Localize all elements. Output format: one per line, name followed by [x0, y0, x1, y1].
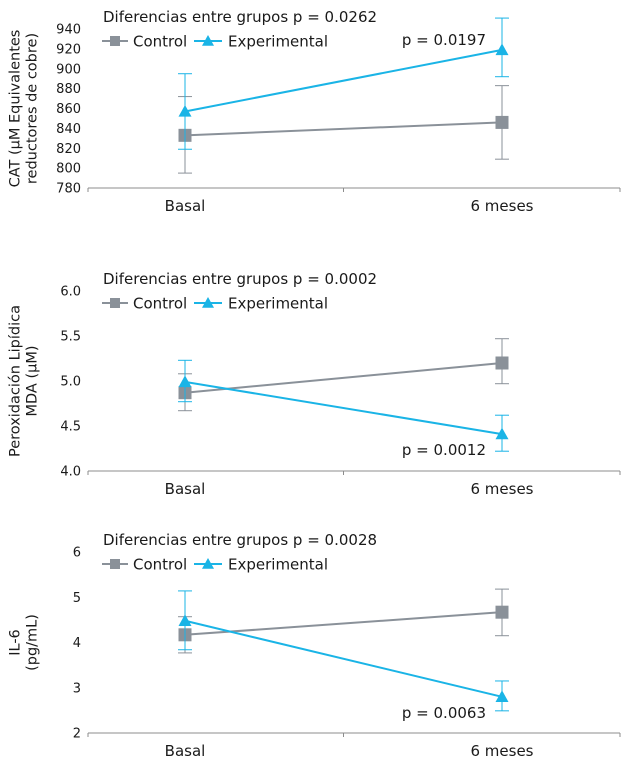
data-point-experimental [495, 690, 509, 702]
data-point-control [495, 356, 509, 370]
data-point-experimental [495, 43, 509, 56]
x-category-label: 6 meses [470, 742, 533, 760]
data-point-experimental [495, 427, 509, 440]
chart-panel-1: 780 800 820 840 860 880 900 920 940 Basal 6 meses C… [8, 8, 621, 215]
y-tick-label: 6.0 [60, 285, 81, 300]
series-control [178, 338, 509, 412]
y-tick-label: 920 [56, 42, 81, 57]
legend-marker-control [110, 559, 120, 569]
y-axis-label-line: (pg/mL) [25, 614, 41, 671]
series-experimental [178, 359, 509, 452]
data-point-experimental [178, 375, 192, 388]
legend-label-control: Control [133, 295, 187, 313]
data-point-experimental [178, 614, 192, 626]
legend-marker-experimental [202, 558, 214, 569]
series-line [184, 121, 503, 137]
legend-label-control: Control [133, 33, 187, 51]
group-difference-annotation: Diferencias entre grupos p = 0.0028 [103, 531, 377, 549]
legend-label-control: Control [133, 556, 187, 574]
y-tick-label: 6 [73, 546, 81, 561]
y-axis-label-line: MDA (µM) [25, 346, 41, 417]
y-axis-label: CAT (µM Equivalentesreductores de cobre) [8, 30, 41, 188]
y-tick-label: 880 [56, 82, 81, 97]
group-difference-annotation: Diferencias entre grupos p = 0.0002 [103, 270, 377, 288]
data-point-control [495, 605, 509, 619]
series-control [178, 588, 509, 654]
chart-panel-3: 2 3 4 5 6 Basal 6 meses IL-6(pg/mL) Diferencias … [8, 531, 621, 760]
legend: Control Experimental [102, 33, 328, 51]
data-point-control [495, 115, 509, 129]
y-tick-label: 840 [56, 122, 81, 137]
y-tick-label: 5.0 [60, 375, 81, 390]
y-tick-label: 940 [56, 23, 81, 38]
y-axis-label: IL-6(pg/mL) [8, 614, 41, 671]
y-tick-label: 5 [73, 591, 81, 606]
y-axis-label-line: Peroxidación Lipídica [8, 305, 24, 457]
point-p-value-label: p = 0.0197 [402, 31, 486, 49]
series-line [184, 48, 503, 113]
y-tick-label: 860 [56, 102, 81, 117]
group-difference-annotation: Diferencias entre grupos p = 0.0262 [103, 8, 377, 26]
y-tick-label: 5.5 [60, 330, 81, 345]
y-axis-label-line: reductores de cobre) [25, 33, 41, 184]
y-tick-label: 820 [56, 142, 81, 157]
legend: Control Experimental [102, 295, 328, 313]
legend-marker-control [110, 36, 120, 46]
legend-label-experimental: Experimental [228, 556, 328, 574]
series-line [184, 362, 503, 394]
legend-label-experimental: Experimental [228, 295, 328, 313]
y-tick-label: 780 [56, 182, 81, 197]
series-experimental [178, 590, 509, 712]
x-category-label: Basal [165, 742, 206, 760]
x-category-label: Basal [165, 197, 206, 215]
x-category-label: 6 meses [470, 197, 533, 215]
series-control [178, 85, 509, 174]
series-experimental [178, 17, 509, 150]
legend-marker-experimental [202, 35, 214, 46]
point-p-value-label: p = 0.0012 [402, 441, 486, 459]
point-p-value-label: p = 0.0063 [402, 704, 486, 722]
series-line [184, 380, 503, 436]
legend-label-experimental: Experimental [228, 33, 328, 51]
legend: Control Experimental [102, 556, 328, 574]
y-axis-label-line: CAT (µM Equivalentes [8, 30, 24, 188]
y-axis-label-line: IL-6 [8, 629, 24, 656]
series-line [184, 619, 503, 698]
y-tick-label: 4 [73, 636, 81, 651]
y-tick-label: 4.0 [60, 465, 81, 480]
series-line [184, 611, 503, 636]
legend-marker-control [110, 298, 120, 308]
x-category-label: 6 meses [470, 480, 533, 498]
legend-marker-experimental [202, 297, 214, 308]
y-axis-label: Peroxidación LipídicaMDA (µM) [8, 305, 41, 457]
x-category-label: Basal [165, 480, 206, 498]
y-tick-label: 2 [73, 727, 81, 742]
data-point-experimental [178, 104, 192, 117]
y-tick-label: 3 [73, 681, 81, 696]
y-tick-label: 4.5 [60, 420, 81, 435]
y-tick-label: 900 [56, 62, 81, 77]
chart-panel-2: 4.0 4.5 5.0 5.5 6.0 Basal 6 meses Peroxidación … [8, 270, 621, 498]
y-tick-label: 800 [56, 162, 81, 177]
